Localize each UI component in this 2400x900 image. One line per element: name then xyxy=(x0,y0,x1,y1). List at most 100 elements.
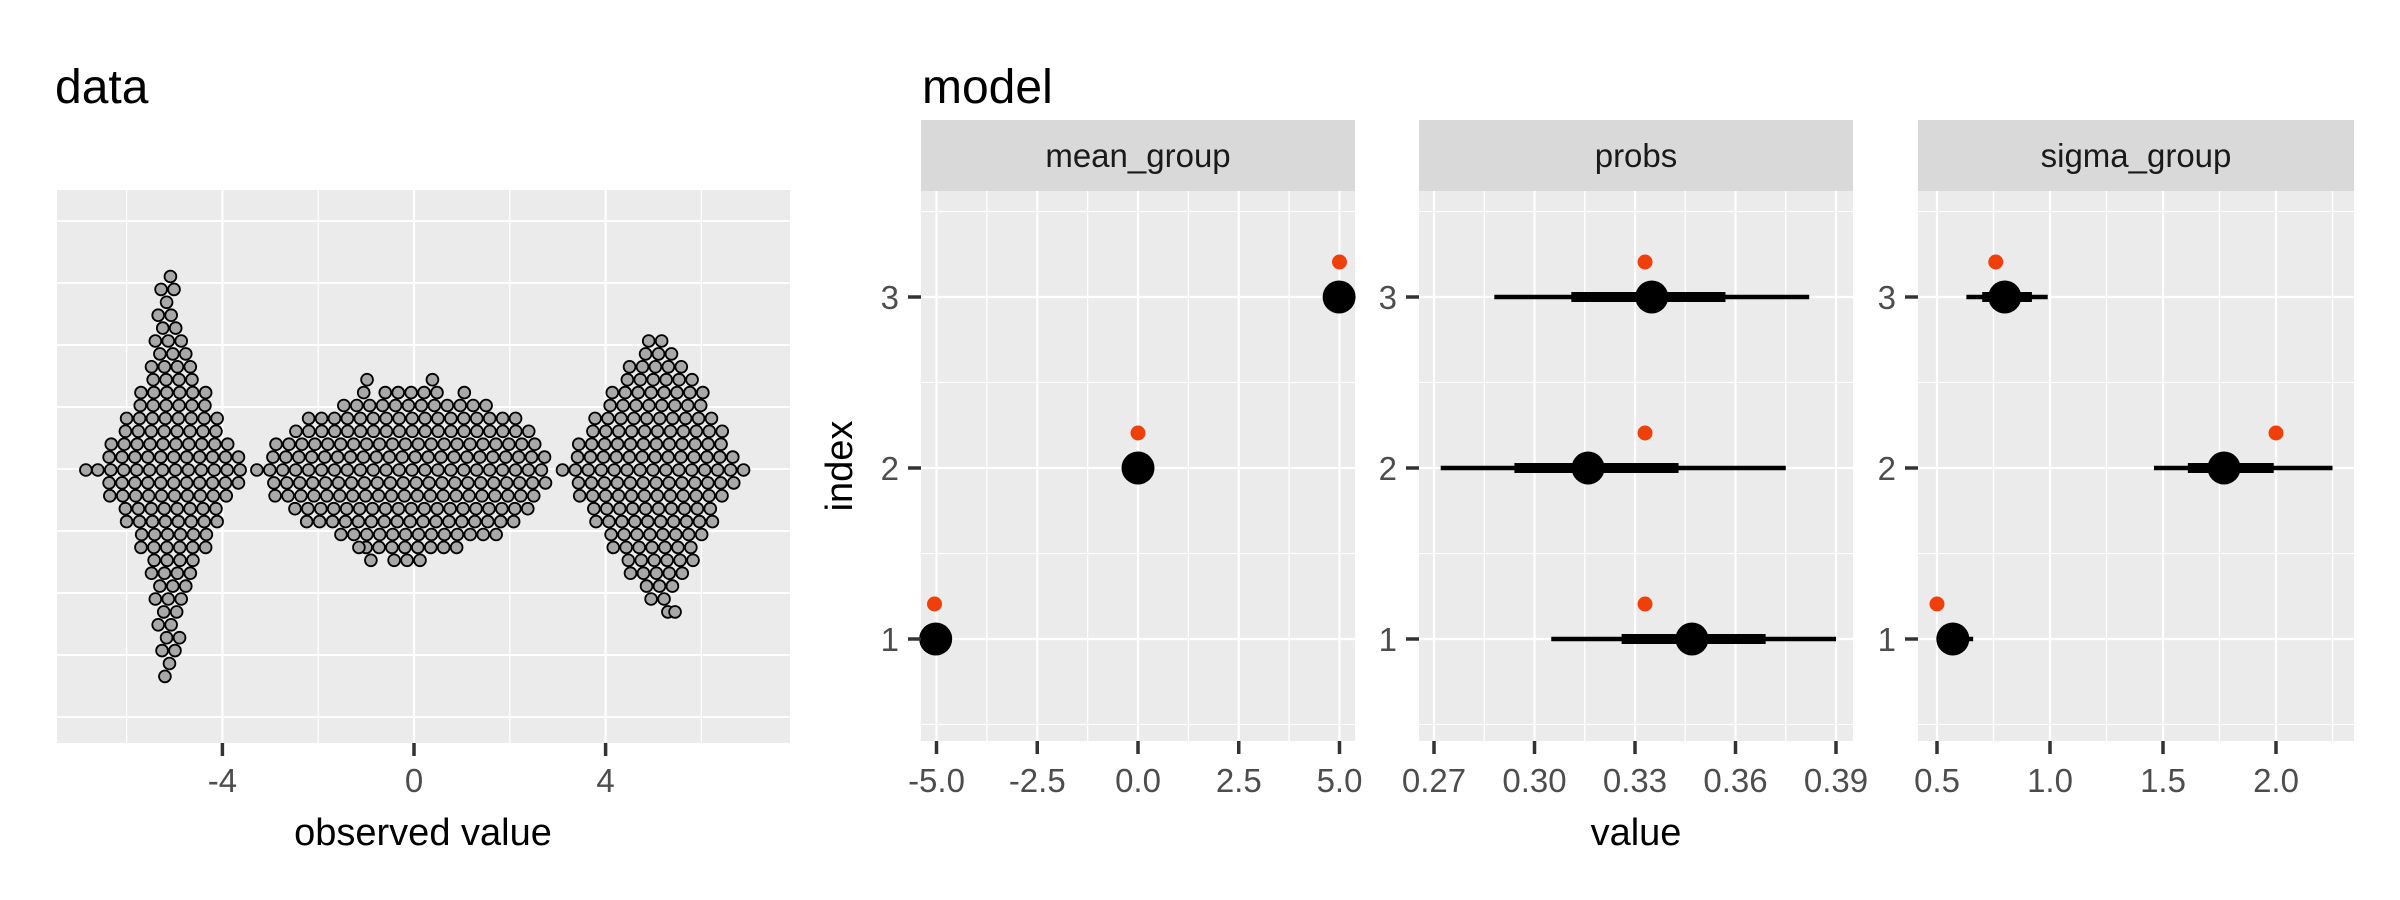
observation-dot xyxy=(157,424,172,439)
observation-dot xyxy=(627,411,641,426)
observation-dot xyxy=(692,514,707,529)
observation-dot xyxy=(209,501,223,516)
observation-dot xyxy=(425,372,440,387)
observation-dot xyxy=(185,372,199,387)
observation-dot xyxy=(463,527,478,542)
observation-dot xyxy=(186,527,201,542)
observation-dot xyxy=(474,476,488,490)
observation-dot xyxy=(599,424,613,439)
observation-dot xyxy=(411,540,425,555)
observation-dot xyxy=(186,553,200,568)
observation-dot xyxy=(404,501,419,516)
observation-dot xyxy=(630,527,644,542)
observation-dot xyxy=(430,501,445,516)
posterior-median-point xyxy=(1121,451,1155,485)
observation-dot xyxy=(233,463,247,477)
observation-dot xyxy=(587,501,601,516)
observation-dot xyxy=(622,450,637,464)
observation-dot xyxy=(655,398,669,413)
observation-dot xyxy=(388,398,403,413)
observation-dot xyxy=(405,463,419,477)
observation-dot xyxy=(538,476,553,490)
observation-dot xyxy=(635,450,650,464)
observation-dot xyxy=(174,592,189,606)
observation-dot xyxy=(499,476,514,490)
observation-dot xyxy=(617,527,631,542)
observation-dot xyxy=(250,463,264,477)
observation-dot xyxy=(461,476,475,490)
observation-dot xyxy=(377,514,392,529)
observation-dot xyxy=(314,411,329,426)
observation-dot xyxy=(155,463,170,477)
observation-dot xyxy=(353,411,368,426)
observation-dot xyxy=(636,437,651,452)
observation-dot xyxy=(351,514,366,529)
observation-dot xyxy=(117,437,132,452)
observation-dot xyxy=(572,488,587,503)
observation-dot xyxy=(605,385,620,400)
observation-dot xyxy=(141,450,155,464)
observation-dot xyxy=(663,488,678,503)
observation-dot xyxy=(301,501,315,516)
facet-strip-label-probs: probs xyxy=(1595,137,1678,174)
model-point-intervals xyxy=(919,254,2333,656)
observation-dot xyxy=(421,450,435,464)
observation-dot xyxy=(196,424,210,439)
observation-dot xyxy=(382,450,397,464)
observation-dot xyxy=(650,424,665,439)
observation-dot xyxy=(325,514,340,529)
observation-dot xyxy=(705,514,720,529)
observation-dot xyxy=(656,527,670,542)
observation-dot xyxy=(597,437,612,452)
observation-dot xyxy=(292,450,306,464)
observation-dot xyxy=(609,450,624,464)
observation-dot xyxy=(179,450,194,464)
observation-dot xyxy=(512,476,527,490)
observation-dot xyxy=(118,424,133,439)
observation-dot xyxy=(614,411,628,426)
observation-dot xyxy=(631,385,645,400)
observation-dot xyxy=(194,463,209,477)
observation-dot xyxy=(364,514,379,529)
observation-dot xyxy=(687,450,701,464)
observation-dot xyxy=(624,488,639,503)
truth-point xyxy=(926,596,942,612)
observation-dot xyxy=(375,398,390,413)
observation-dot xyxy=(304,450,319,464)
observation-dot xyxy=(589,514,603,529)
observation-dot xyxy=(154,488,169,503)
observation-dot xyxy=(689,488,703,503)
observation-dot xyxy=(715,488,729,503)
y-tick-label: 1 xyxy=(1379,621,1397,658)
observation-dot xyxy=(555,463,570,477)
facet-strip-mean-group xyxy=(921,120,1355,191)
observation-dot xyxy=(456,501,470,516)
observation-dot xyxy=(444,424,458,439)
x-tick-label: 0.33 xyxy=(1603,762,1667,799)
observation-dot xyxy=(153,579,167,593)
observation-dot xyxy=(710,463,725,477)
observation-dot xyxy=(625,501,640,516)
x-tick-label: -2.5 xyxy=(1009,762,1066,799)
y-tick-label: 2 xyxy=(1379,450,1397,487)
observation-dot xyxy=(498,450,513,464)
observation-dot xyxy=(661,359,676,374)
observation-dot xyxy=(146,372,160,387)
observation-dot xyxy=(508,411,523,426)
observation-dot xyxy=(639,579,654,593)
observation-dot xyxy=(305,476,320,490)
observation-dot xyxy=(623,476,638,490)
observation-dot xyxy=(352,501,367,516)
observation-dot xyxy=(455,514,469,529)
observation-dot xyxy=(637,488,652,503)
observation-dot xyxy=(267,476,281,490)
observation-dot xyxy=(418,463,432,477)
observation-dot xyxy=(132,514,147,529)
observation-dot xyxy=(615,514,629,529)
observation-dot xyxy=(346,437,361,452)
observation-dot xyxy=(349,398,364,413)
observation-dot xyxy=(159,295,174,310)
observation-dot xyxy=(486,476,501,490)
observation-dot xyxy=(649,437,664,452)
